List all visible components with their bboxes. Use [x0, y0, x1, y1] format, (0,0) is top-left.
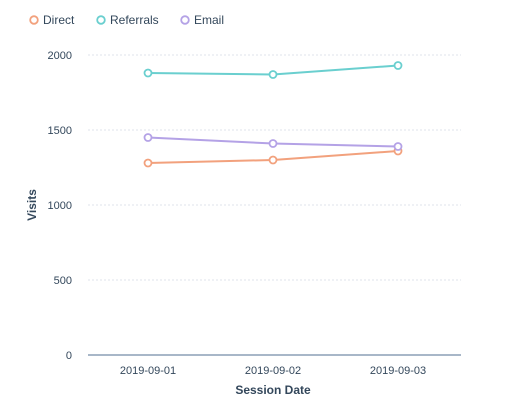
- data-point-direct[interactable]: [143, 158, 153, 168]
- y-tick-label: 0: [66, 350, 72, 362]
- legend-item-email[interactable]: Email: [180, 13, 224, 27]
- x-tick-label: 2019-09-03: [370, 365, 426, 377]
- legend-item-direct[interactable]: Direct: [29, 13, 75, 27]
- x-tick-label: 2019-09-01: [120, 365, 176, 377]
- legend-marker-icon: [29, 15, 39, 25]
- y-tick-label: 1000: [48, 200, 72, 212]
- x-axis-title: Session Date: [235, 383, 311, 397]
- y-tick-label: 2000: [48, 50, 72, 62]
- legend-item-referrals[interactable]: Referrals: [96, 13, 159, 27]
- data-point-referrals[interactable]: [143, 68, 153, 78]
- data-point-email[interactable]: [393, 142, 403, 151]
- legend-label: Referrals: [110, 13, 159, 27]
- legend-label: Direct: [43, 13, 75, 27]
- x-axis: 2019-09-01 2019-09-02 2019-09-03: [88, 354, 461, 377]
- legend-label: Email: [194, 13, 224, 27]
- legend-marker-icon: [96, 15, 106, 25]
- data-point-referrals[interactable]: [393, 61, 403, 70]
- legend-marker-icon: [180, 15, 190, 25]
- data-point-referrals[interactable]: [268, 70, 278, 79]
- data-point-email[interactable]: [268, 139, 278, 148]
- y-tick-label: 500: [54, 275, 72, 287]
- y-axis: 0 500 1000 1500 2000: [48, 50, 72, 362]
- series-layer: [143, 61, 403, 168]
- x-tick-label: 2019-09-02: [245, 365, 301, 377]
- y-tick-label: 1500: [48, 125, 72, 137]
- data-point-direct[interactable]: [268, 155, 278, 165]
- y-axis-title: Visits: [25, 189, 39, 221]
- legend: Direct Referrals Email: [29, 13, 224, 27]
- data-point-email[interactable]: [143, 133, 153, 142]
- gridlines: [88, 54, 461, 281]
